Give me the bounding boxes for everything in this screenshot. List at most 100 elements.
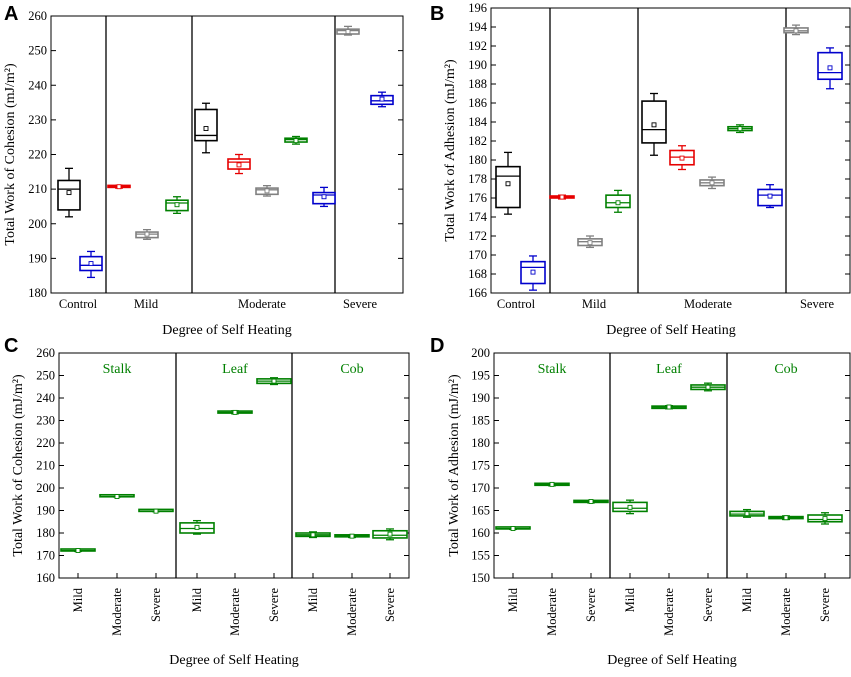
box-mean-marker (827, 65, 833, 71)
box-plot (783, 24, 809, 36)
box-plot (520, 255, 546, 291)
box-plot (549, 194, 575, 200)
y-tick-label: 180 (471, 436, 490, 450)
box-mean-marker (116, 184, 122, 190)
y-tick-label: 250 (28, 44, 47, 58)
y-tick-label: 165 (471, 504, 490, 518)
y-tick-label: 168 (468, 267, 487, 281)
y-tick-label: 166 (468, 286, 487, 300)
panel-label: D (430, 335, 444, 357)
box-mean-marker (709, 180, 715, 186)
x-group-label: Control (59, 297, 98, 311)
box-mean-marker (293, 138, 299, 144)
box-plot (495, 151, 521, 215)
box-mean-marker (379, 96, 385, 102)
y-tick-label: 155 (471, 549, 490, 563)
y-tick-label: 250 (36, 369, 55, 383)
y-tick-label: 170 (468, 248, 487, 262)
y-tick-label: 190 (468, 58, 487, 72)
panel-b: B 166 168 170 172 174 176 178 180 182 184 186 188 190… (430, 1, 851, 338)
box-plot (669, 145, 695, 171)
y-tick-label: 150 (471, 571, 490, 585)
x-axis-title: Degree of Self Heating (169, 653, 298, 668)
y-tick-label: 188 (468, 77, 487, 91)
y-tick-label: 190 (471, 391, 490, 405)
x-tick-label: Moderate (228, 588, 242, 636)
box-plot (312, 186, 336, 208)
box-plot (699, 176, 725, 190)
panel-label: A (4, 3, 18, 25)
x-group-label: Moderate (684, 297, 732, 311)
box-mean-marker (271, 378, 277, 384)
panel-d: D 150 155 160 165 170 175 180 185 190 195 200 Total … (430, 335, 851, 668)
box-plot (534, 481, 570, 487)
box-plot (179, 519, 215, 535)
box-plot (605, 189, 631, 213)
y-tick-label: 200 (28, 217, 47, 231)
panel-c: C 160 170 180 190 200 210 220 230 240 250 260 Total … (4, 335, 410, 668)
y-tick-label: 176 (468, 191, 487, 205)
plot-frame (493, 352, 851, 579)
y-tick-label: 160 (471, 526, 490, 540)
box-mean-marker (744, 511, 750, 517)
box-mean-marker (349, 533, 355, 539)
y-tick-label: 185 (471, 414, 490, 428)
y-tick-label: 210 (28, 182, 47, 196)
y-axis-title: Total Work of Adhesion (mJ/m²) (447, 374, 462, 557)
y-tick-label: 200 (36, 481, 55, 495)
y-tick-label: 260 (28, 9, 47, 23)
box-mean-marker (783, 515, 789, 521)
box-plot (768, 515, 804, 521)
box-mean-marker (144, 231, 150, 237)
x-group-label: Mild (582, 297, 607, 311)
panel-label: C (4, 335, 18, 357)
y-tick-label: 180 (468, 153, 487, 167)
box-plot (135, 228, 159, 240)
y-tick-label: 170 (471, 481, 490, 495)
box-mean-marker (345, 29, 351, 35)
box-mean-marker (387, 531, 393, 537)
x-axis-title: Degree of Self Heating (606, 323, 735, 338)
y-tick-label: 184 (468, 115, 488, 129)
section-label: Cob (774, 362, 797, 377)
box-plot (641, 92, 667, 156)
x-tick-label: Severe (584, 588, 598, 622)
box-mean-marker (505, 181, 511, 187)
box-plot (817, 47, 843, 90)
y-tick-label: 190 (36, 504, 55, 518)
y-tick-label: 174 (468, 210, 488, 224)
box-plot (107, 184, 131, 190)
box-body (194, 108, 218, 142)
y-tick-label: 194 (468, 20, 488, 34)
x-tick-label: Severe (818, 588, 832, 622)
plot-frame (50, 15, 404, 294)
x-tick-label: Moderate (545, 588, 559, 636)
panel-a: A 180 190 200 210 220 230 240 250 260 Total Work o… (3, 3, 404, 338)
box-plot (194, 102, 218, 154)
box-mean-marker (264, 188, 270, 194)
y-tick-label: 210 (36, 459, 55, 473)
box-plot (255, 185, 279, 197)
y-tick-label: 230 (28, 113, 47, 127)
box-mean-marker (666, 404, 672, 410)
box-plot (227, 153, 251, 175)
box-mean-marker (615, 200, 621, 206)
y-tick-label: 180 (36, 526, 55, 540)
y-axis-title: Total Work of Adhesion (mJ/m²) (443, 59, 458, 242)
x-tick-label: Moderate (662, 588, 676, 636)
box-plot (372, 528, 408, 541)
section-label: Stalk (538, 362, 567, 377)
box-mean-marker (627, 504, 633, 510)
x-group-label: Severe (343, 297, 377, 311)
box-plot (807, 512, 843, 525)
x-tick-label: Mild (71, 587, 85, 612)
box-plot (295, 531, 331, 539)
y-tick-label: 170 (36, 549, 55, 563)
y-tick-label: 190 (28, 251, 47, 265)
box-mean-marker (588, 499, 594, 504)
y-tick-label: 180 (28, 286, 47, 300)
y-axis-title: Total Work of Cohesion (mJ/m²) (11, 374, 26, 557)
x-tick-label: Severe (701, 588, 715, 622)
y-tick-label: 192 (468, 39, 487, 53)
